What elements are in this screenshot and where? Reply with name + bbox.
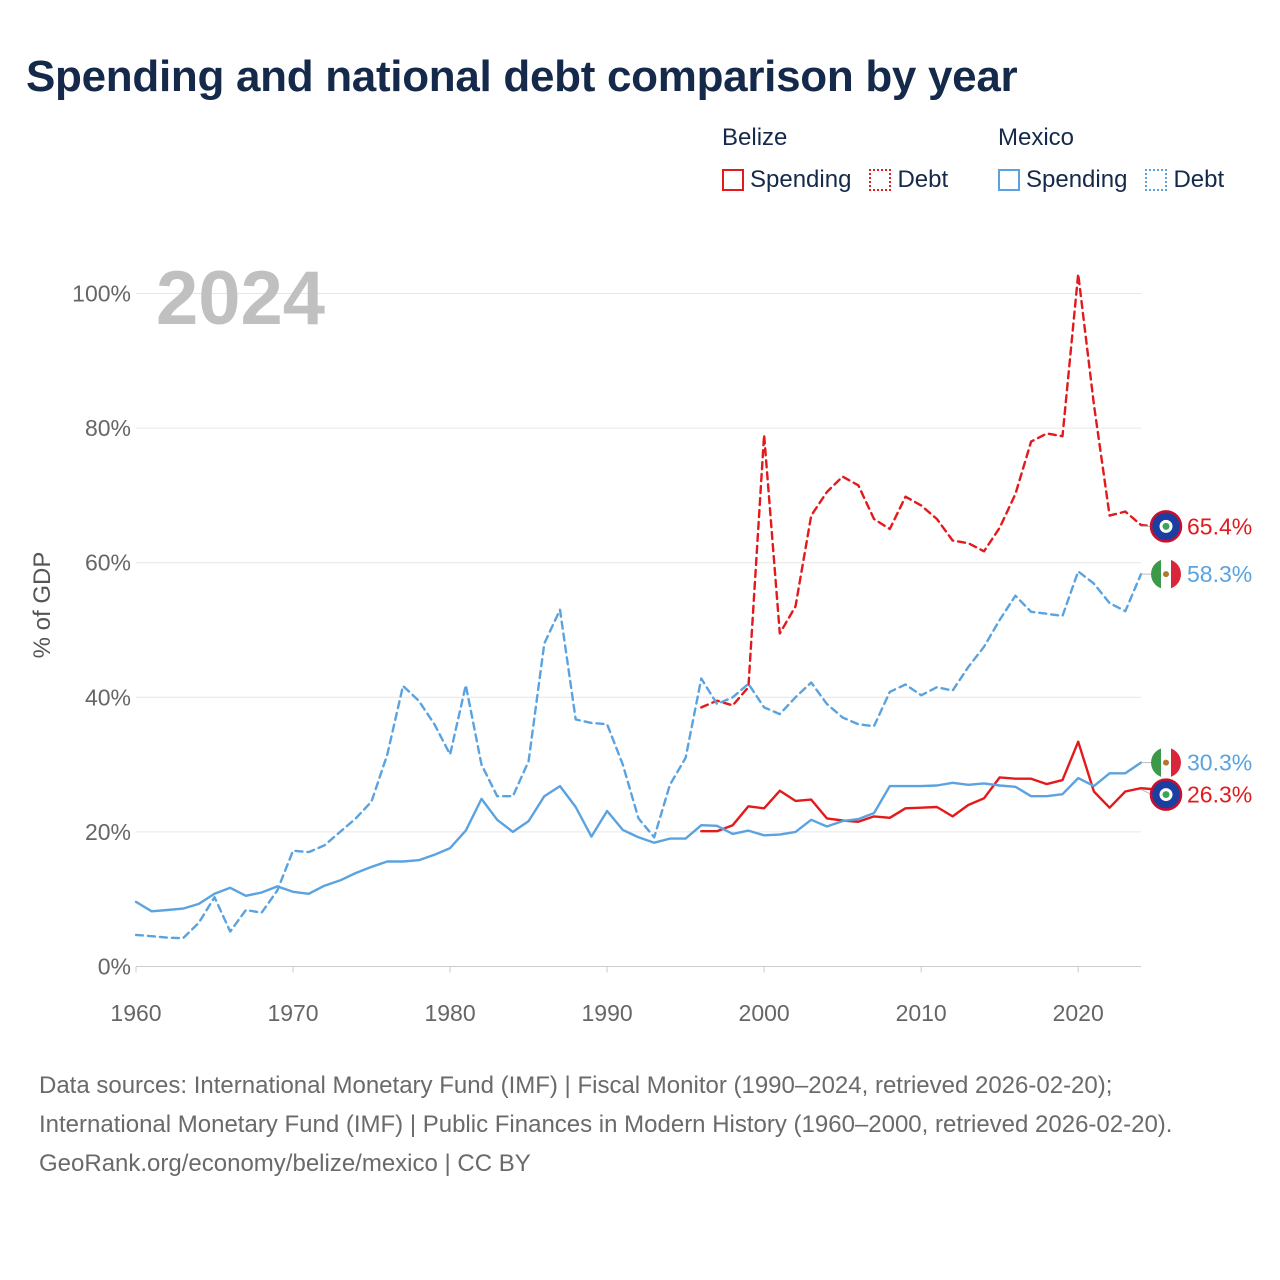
x-axis-ticks: 1960 1970 1980 1990 2000 2010 2020 <box>110 966 1104 1026</box>
gridlines <box>136 293 1141 967</box>
legend-belize: Belize Spending Debt <box>722 124 966 194</box>
legend-swatch-solid-icon <box>722 169 744 191</box>
footer: Data sources: International Monetary Fun… <box>39 1066 1239 1183</box>
legend-mexico: Mexico Spending Debt <box>998 124 1242 194</box>
legend-label: Spending <box>750 166 852 193</box>
legend-label: Debt <box>1173 166 1225 193</box>
line-chart: 0% 20% 40% 60% 80% 100% 1960 1970 1980 1990 2000 2… <box>29 256 1252 1026</box>
y-tick-label: 20% <box>85 819 131 845</box>
y-axis-label: % of GDP <box>29 552 56 659</box>
credit-link[interactable]: GeoRank.org/economy/belize/mexico | CC B… <box>39 1150 531 1177</box>
belize-flag-icon <box>1149 778 1183 811</box>
legend-label: Debt <box>897 166 949 193</box>
legend-country-mexico: Mexico <box>998 124 1075 151</box>
end-value-label: 58.3% <box>1187 561 1252 587</box>
end-value-label: 65.4% <box>1187 513 1252 539</box>
year-label: 2024 <box>156 256 325 341</box>
y-tick-label: 40% <box>85 684 131 710</box>
mexico-flag-icon <box>1151 559 1181 590</box>
x-tick-label: 2000 <box>739 1000 790 1026</box>
series-lines <box>134 272 1158 940</box>
series-line-mexico-debt[interactable] <box>134 570 1143 940</box>
legend-label: Spending <box>1026 166 1128 193</box>
y-tick-label: 60% <box>85 550 131 576</box>
y-tick-label: 0% <box>98 954 131 980</box>
x-tick-label: 1970 <box>267 1000 318 1026</box>
end-value-label: 26.3% <box>1187 782 1252 808</box>
legend-item-belize-debt[interactable]: Debt <box>869 166 948 194</box>
legend-swatch-dotted-icon <box>1145 169 1168 191</box>
series-line-belize-spending[interactable] <box>700 740 1158 833</box>
belize-flag-icon <box>1149 510 1183 543</box>
y-tick-label: 100% <box>72 281 131 307</box>
data-sources: Data sources: International Monetary Fun… <box>39 1072 1173 1138</box>
y-tick-label: 80% <box>85 415 131 441</box>
series-line-mexico-spending[interactable] <box>134 761 1143 913</box>
x-tick-label: 1990 <box>582 1000 633 1026</box>
chart-title: Spending and national debt comparison by… <box>26 52 1018 101</box>
end-value-label: 30.3% <box>1187 750 1252 776</box>
x-tick-label: 1980 <box>424 1000 475 1026</box>
legend-country-belize: Belize <box>722 124 788 151</box>
legend-item-mexico-debt[interactable]: Debt <box>1145 166 1224 194</box>
legend-swatch-solid-icon <box>998 169 1020 191</box>
series-line-belize-debt[interactable] <box>700 272 1158 709</box>
end-labels: 65.4% 58.3% 30.3% 26.3% <box>1140 510 1252 811</box>
legend-item-mexico-spending[interactable]: Spending <box>998 166 1127 194</box>
x-tick-label: 2010 <box>896 1000 947 1026</box>
legend-swatch-dotted-icon <box>869 169 892 191</box>
mexico-flag-icon <box>1151 747 1181 778</box>
y-axis-ticks: 0% 20% 40% 60% 80% 100% <box>72 281 131 980</box>
x-tick-label: 2020 <box>1053 1000 1104 1026</box>
legend-item-belize-spending[interactable]: Spending <box>722 166 851 194</box>
x-tick-label: 1960 <box>110 1000 161 1026</box>
